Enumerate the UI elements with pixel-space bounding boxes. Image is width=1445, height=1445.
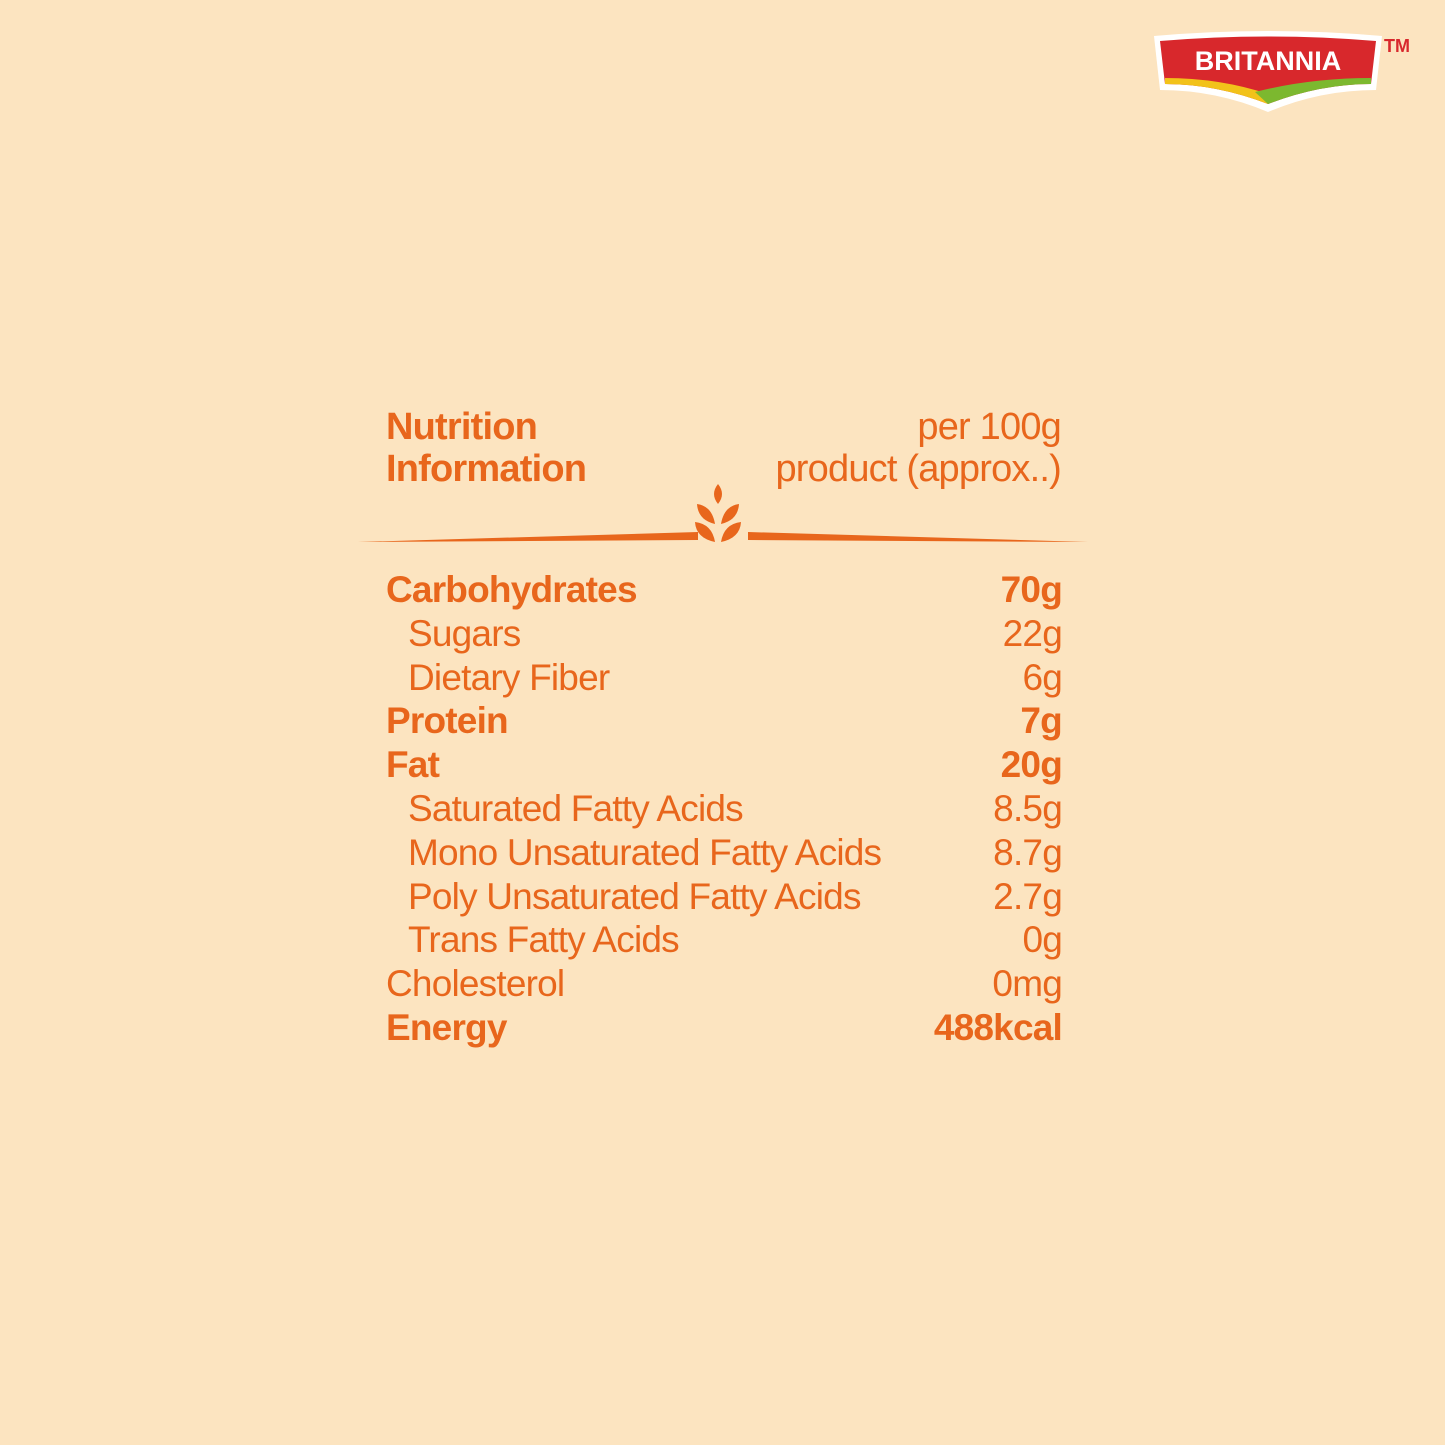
trademark: TM	[1384, 36, 1410, 56]
nutrient-value: 8.7g	[993, 831, 1063, 873]
basis-line-2: product (approx..)	[775, 448, 1061, 490]
nutrient-row: Protein 7g	[386, 699, 1063, 743]
wheat-icon	[695, 484, 741, 542]
nutrient-row: Carbohydrates 70g	[386, 568, 1063, 612]
nutrient-name: Poly Unsaturated Fatty Acids	[408, 875, 861, 917]
serving-basis: per 100g product (approx..)	[775, 406, 1061, 490]
nutrient-name: Sugars	[408, 612, 521, 654]
nutrient-value: 8.5g	[993, 787, 1063, 829]
britannia-logo: BRITANNIA	[1154, 31, 1382, 112]
nutrient-value: 488kcal	[933, 1006, 1063, 1048]
nutrient-name: Carbohydrates	[386, 569, 638, 610]
page-title: Nutrition Information	[386, 406, 587, 490]
nutrient-row: Trans Fatty Acids 0g	[386, 918, 1063, 962]
wheat-divider	[358, 484, 1088, 542]
nutrient-value: 20g	[1000, 744, 1063, 786]
nutrient-row: Energy 488kcal	[386, 1006, 1063, 1050]
nutrient-row: Fat 20g	[386, 743, 1063, 787]
nutrient-row: Sugars 22g	[386, 612, 1063, 656]
nutrient-name: Trans Fatty Acids	[408, 919, 680, 961]
nutrition-header: Nutrition Information per 100g product (…	[386, 406, 1062, 496]
nutrient-value: 6g	[1022, 656, 1062, 698]
nutrient-value: 2.7g	[993, 875, 1063, 917]
nutrient-value: 7g	[1020, 700, 1062, 742]
basis-line-1: per 100g	[917, 406, 1061, 448]
nutrient-value: 22g	[1002, 612, 1063, 654]
nutrient-name: Fat	[386, 744, 440, 786]
nutrient-name: Mono Unsaturated Fatty Acids	[408, 831, 882, 873]
title-line-2: Information	[386, 448, 587, 490]
title-line-1: Nutrition	[386, 406, 538, 448]
nutrient-name: Saturated Fatty Acids	[408, 787, 744, 829]
nutrient-value: 70g	[1000, 569, 1063, 610]
nutrition-table: Carbohydrates 70g Sugars 22g Dietary Fiber 6g…	[386, 568, 1063, 1050]
nutrient-value: 0g	[1022, 919, 1062, 961]
nutrient-row: Saturated Fatty Acids 8.5g	[386, 787, 1063, 831]
nutrient-name: Dietary Fiber	[408, 656, 610, 698]
nutrient-row: Dietary Fiber 6g	[386, 656, 1063, 700]
nutrient-name: Cholesterol	[386, 963, 565, 1005]
nutrient-row: Poly Unsaturated Fatty Acids 2.7g	[386, 875, 1063, 919]
nutrient-name: Energy	[386, 1006, 507, 1048]
nutrient-row: Mono Unsaturated Fatty Acids 8.7g	[386, 831, 1063, 875]
nutrient-value: 0mg	[992, 963, 1062, 1005]
nutrient-name: Protein	[386, 700, 509, 742]
svg-text:BRITANNIA: BRITANNIA	[1195, 46, 1341, 76]
nutrient-row: Cholesterol 0mg	[386, 962, 1063, 1006]
